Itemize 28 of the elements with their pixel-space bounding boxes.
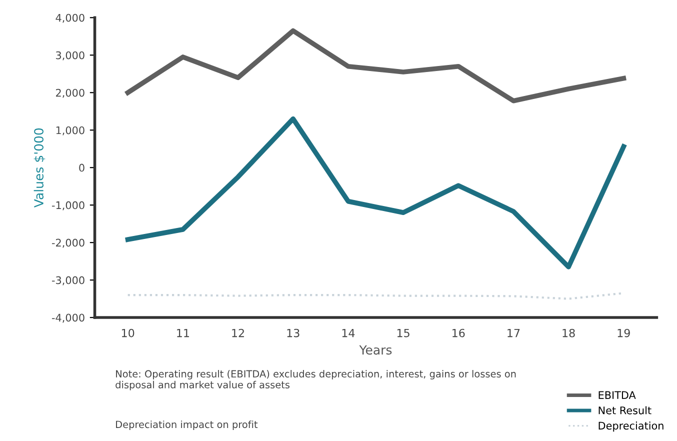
y-axis-title: Values $'000 <box>34 128 46 208</box>
y-tick-label: -4,000 <box>52 314 84 323</box>
x-axis-title: Years <box>359 345 392 355</box>
line-series <box>125 116 626 270</box>
text: Depreciation impact on profit <box>116 420 258 430</box>
line-series <box>125 28 626 104</box>
x-tick-label: 17 <box>508 328 520 338</box>
text: Note: Operating result (EBITDA) excludes depreciation, interest, gains or losses on disposal and market value of assets <box>116 370 516 390</box>
x-tick-label: 15 <box>397 328 410 338</box>
x-tick-label: 13 <box>287 328 300 338</box>
x-tick-label: 19 <box>618 328 630 338</box>
x-tick-label: 12 <box>232 328 244 338</box>
x-tick-label: 16 <box>452 328 465 338</box>
y-tick-label: 3,000 <box>56 51 84 60</box>
legend-label: Net Result <box>598 406 652 414</box>
x-tick-label: 11 <box>177 328 189 338</box>
legend-label: EBITDA <box>598 391 636 399</box>
y-tick-label: -1,000 <box>52 201 84 210</box>
y-tick-label: 1,000 <box>56 126 84 136</box>
y-tick-label: -3,000 <box>52 276 84 286</box>
x-tick-label: 10 <box>122 328 134 338</box>
legend-label: Depreciation <box>598 422 664 432</box>
x-tick-label: 18 <box>562 328 575 338</box>
y-tick-label: 0 <box>79 164 84 172</box>
y-tick-label: 2,000 <box>56 88 84 98</box>
y-tick-label: -2,000 <box>52 238 84 248</box>
y-tick-label: 4,000 <box>56 14 84 23</box>
x-tick-label: 14 <box>342 328 355 338</box>
